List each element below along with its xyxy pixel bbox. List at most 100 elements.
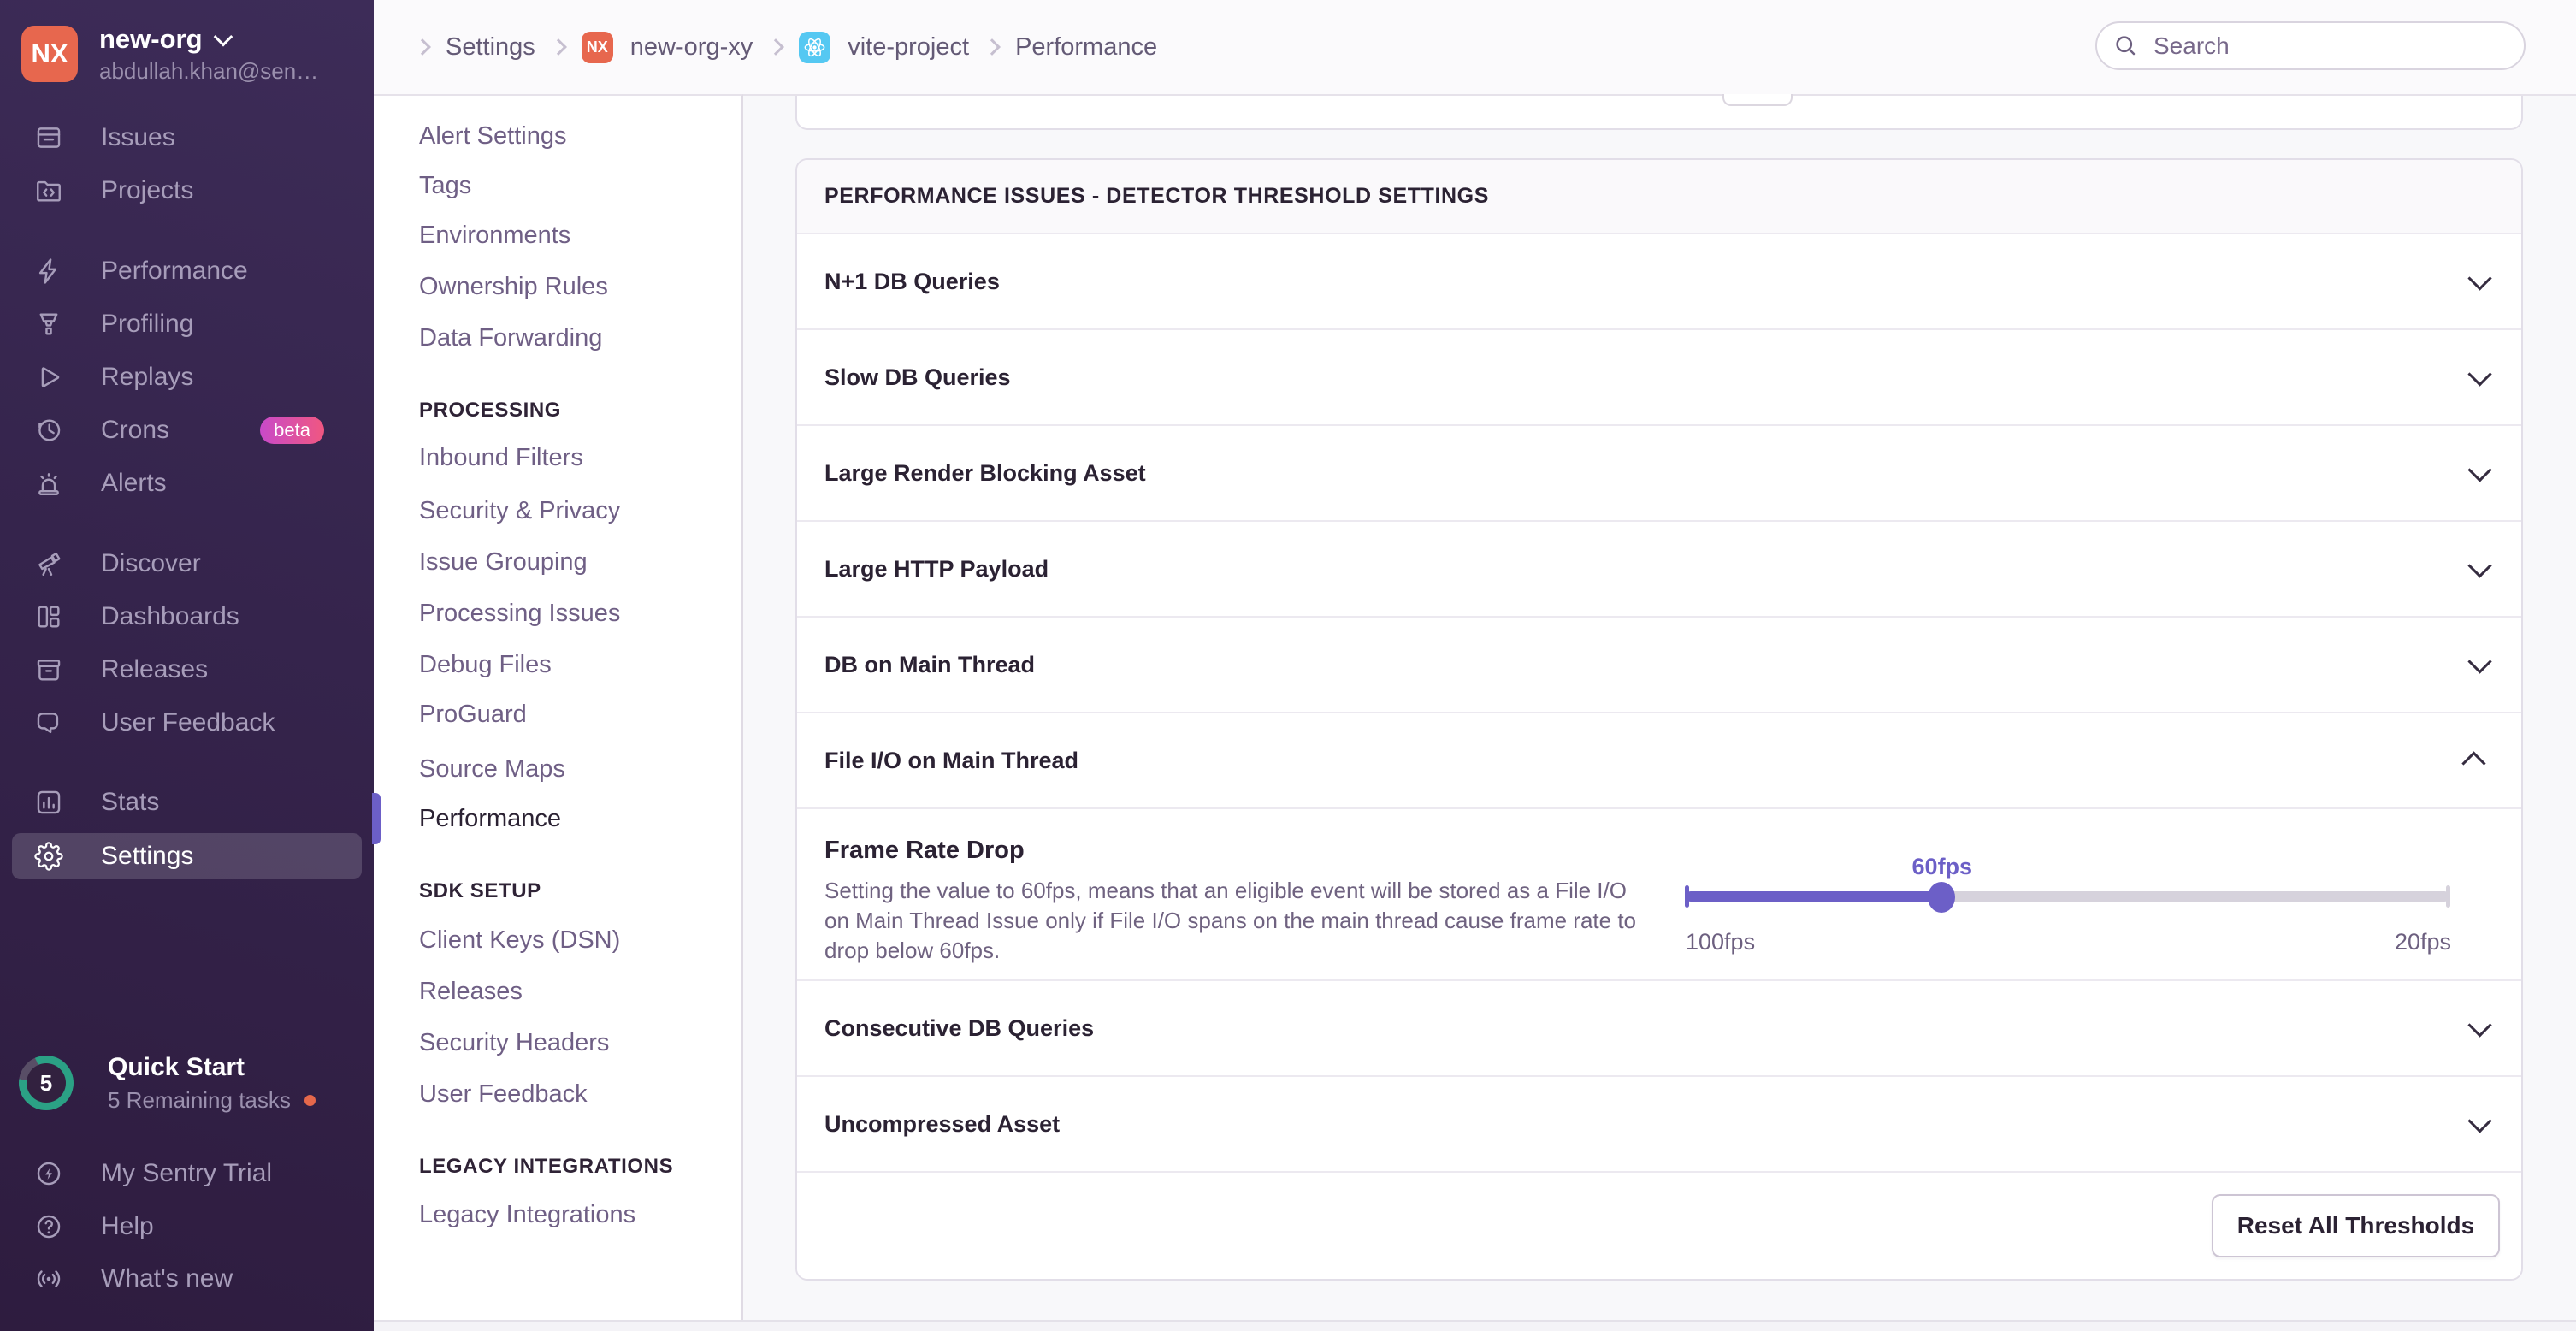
quick-start[interactable]: 5 Quick Start 5 Remaining tasks [12,1048,362,1118]
detector-threshold-panel: PERFORMANCE ISSUES - DETECTOR THRESHOLD … [795,158,2523,1281]
org-avatar: NX [21,26,78,82]
sidebar-footer-item[interactable]: Help [12,1204,362,1250]
search-input[interactable] [2095,21,2526,70]
sidebar-item[interactable]: Crons beta [12,407,362,453]
sidebar-item[interactable]: Settings [12,833,362,879]
sidebar-footer-item[interactable]: What's new [12,1256,362,1302]
detector-row[interactable]: Consecutive DB Queries [797,979,2521,1075]
beta-badge: beta [260,417,324,444]
sidebar-item-label: Crons [101,416,170,444]
sidebar-item[interactable]: Profiling [12,301,362,347]
detector-row[interactable]: Large HTTP Payload [797,520,2521,616]
settings-nav-item[interactable]: User Feedback [419,1075,588,1113]
crons-icon [34,416,63,445]
discover-icon [34,549,63,578]
breadcrumb-item[interactable]: NX new-org-xy [552,31,753,63]
settings-nav-item[interactable]: Data Forwarding [419,319,602,357]
sidebar-item[interactable]: Projects [12,168,362,214]
settings-nav-item[interactable]: Ownership Rules [419,268,608,305]
sidebar-item[interactable]: Dashboards [12,594,362,640]
settings-nav-item-label: LEGACY INTEGRATIONS [419,1155,674,1178]
performance-icon [34,257,63,286]
sidebar-item[interactable]: Issues [12,115,362,161]
sidebar-item-label: Settings [101,842,194,870]
quick-start-subtitle: 5 Remaining tasks [108,1086,291,1113]
settings-nav-item[interactable]: SDK SETUP [419,873,541,910]
detector-row[interactable]: Uncompressed Asset [797,1075,2521,1171]
detector-row-label: Slow DB Queries [824,364,1011,390]
quick-start-progress-ring: 5 [19,1056,74,1110]
releases-icon [34,655,63,684]
settings-nav-item[interactable]: LEGACY INTEGRATIONS [419,1148,673,1186]
sidebar-item-label: User Feedback [101,708,275,736]
detector-row[interactable]: N+1 DB Queries [797,233,2521,328]
settings-nav-item[interactable]: Inbound Filters [419,439,583,476]
settings-nav-item[interactable]: Releases [419,973,523,1010]
settings-nav-item[interactable]: Security Headers [419,1024,609,1062]
horizontal-scrollbar-track[interactable] [374,1320,2576,1331]
detector-row[interactable]: File I/O on Main Thread [797,712,2521,807]
settings-nav-item[interactable]: PROCESSING [419,392,561,429]
settings-nav-item-label: Data Forwarding [419,323,603,352]
sidebar-item[interactable]: Discover [12,541,362,587]
issues-icon [34,123,63,152]
settings-nav-item[interactable]: Alert Settings [419,117,566,155]
reset-all-thresholds-button[interactable]: Reset All Thresholds [2212,1194,2500,1257]
breadcrumb-label: vite-project [848,33,970,61]
org-switcher[interactable]: NX new-org abdullah.khan@sen… [0,0,374,94]
settings-nav-item[interactable]: ProGuard [419,695,527,733]
settings-nav-item[interactable]: Performance [371,793,562,844]
settings-nav-item[interactable]: Client Keys (DSN) [419,921,620,959]
detector-row[interactable]: DB on Main Thread [797,616,2521,712]
settings-nav-item-label: Inbound Filters [419,443,583,471]
sidebar-item-label: Discover [101,549,201,577]
settings-nav-item-label: Issue Grouping [419,547,588,576]
sidebar-item[interactable]: Performance [12,248,362,294]
sidebar-item[interactable]: Replays [12,354,362,400]
breadcrumb-item[interactable]: Performance [986,33,1157,62]
settings-nav-item[interactable]: Issue Grouping [419,543,588,581]
breadcrumb-badge: NX [581,31,613,63]
settings-nav-item[interactable]: Processing Issues [419,595,620,632]
previous-card-remnant [795,94,2523,130]
sidebar-item-label: Help [101,1212,154,1240]
settings-nav-item-label: Client Keys (DSN) [419,926,621,954]
settings-nav-item-label: Performance [419,804,562,832]
settings-icon [34,842,63,871]
settings-nav-item[interactable]: Debug Files [419,646,552,683]
breadcrumb-item[interactable]: Settings [417,33,535,62]
detector-row-label: File I/O on Main Thread [824,747,1079,773]
settings-nav-item-label: Security & Privacy [419,496,621,524]
slider-min-label: 100fps [1686,929,1756,955]
chevron-icon [2467,362,2492,387]
chevron-icon [2467,1109,2492,1133]
chevron-icon [2467,649,2492,674]
settings-nav-item-label: ProGuard [419,700,527,728]
topbar: Settings NX new-org-xy vite-project Perf… [374,0,2576,94]
sidebar-item[interactable]: Stats [12,779,362,825]
settings-nav-item[interactable]: Security & Privacy [419,492,620,529]
breadcrumb: Settings NX new-org-xy vite-project Perf… [417,0,1157,94]
settings-nav-item-label: Releases [419,977,523,1005]
settings-nav: Alert Settings Tags Environments Ownersh… [371,94,743,1320]
detector-rows-top: N+1 DB Queries Slow DB Queries Large Ren… [797,233,2521,807]
settings-nav-item[interactable]: Source Maps [419,750,565,788]
settings-nav-item[interactable]: Legacy Integrations [419,1196,635,1233]
sidebar-footer-item[interactable]: My Sentry Trial [12,1151,362,1197]
slider-track[interactable] [1685,882,2450,913]
trial-icon [34,1159,63,1188]
quick-start-title: Quick Start [108,1052,245,1081]
breadcrumb-item[interactable]: vite-project [770,31,970,63]
sidebar-item[interactable]: User Feedback [12,700,362,746]
sidebar-item[interactable]: Alerts [12,460,362,506]
detector-row[interactable]: Slow DB Queries [797,328,2521,424]
sidebar-item[interactable]: Releases [12,647,362,693]
detector-row-label: N+1 DB Queries [824,268,1000,294]
settings-nav-item-label: Source Maps [419,754,565,783]
settings-nav-item[interactable]: Environments [419,216,570,254]
slider-thumb[interactable] [1928,882,1956,913]
primary-sidebar: NX new-org abdullah.khan@sen… Issues Pro… [0,0,374,1331]
sidebar-item-label: Issues [101,123,175,151]
settings-nav-item[interactable]: Tags [419,167,471,204]
detector-row[interactable]: Large Render Blocking Asset [797,424,2521,520]
